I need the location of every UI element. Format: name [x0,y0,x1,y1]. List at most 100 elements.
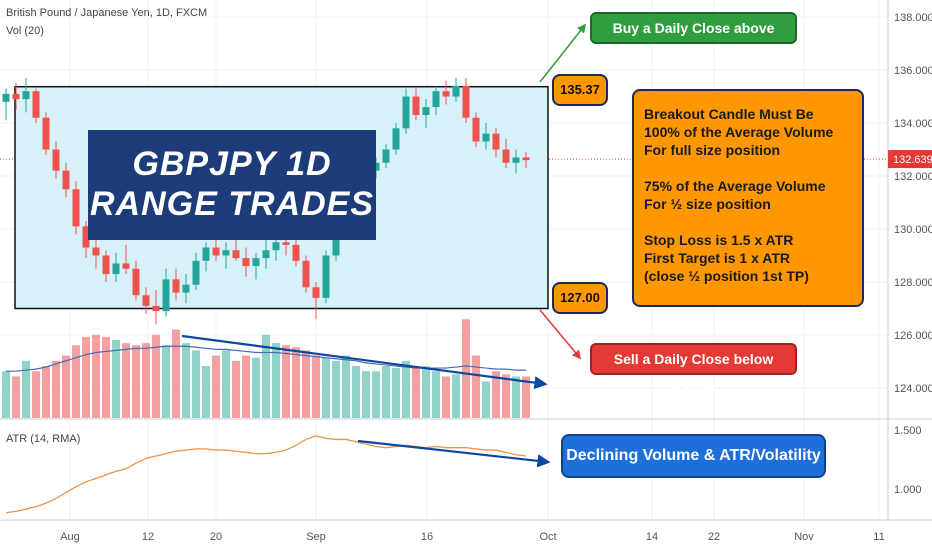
candle-body [432,91,440,108]
candle-body [512,157,520,163]
volume-bar [292,347,300,418]
candle-body [392,128,400,150]
price-tick-label: 130.000 [894,224,932,236]
volume-bar [272,343,280,418]
rules-line: 100% of the Average Volume [644,124,834,140]
range-trades-title: GBPJPY 1D RANGE TRADES [88,130,376,240]
price-candles [2,77,530,325]
volume-bar [232,360,240,418]
volume-ma-line [6,345,526,372]
trade-rules-note: Breakout Candle Must Be 100% of the Aver… [632,89,864,307]
atr-trend-arrow [357,439,551,468]
volume-bar [362,371,370,418]
candle-body [462,85,470,118]
candle-body [522,157,530,161]
volume-bar [152,334,160,418]
declining-volatility-label: Declining Volume & ATR/Volatility [561,434,826,478]
candle-body [382,149,390,163]
volume-bars [2,319,530,418]
time-tick-label: 11 [873,531,884,543]
candle-body [262,250,270,259]
candle-body [2,93,10,102]
volume-bar [62,355,70,418]
rules-line: 75% of the Average Volume [644,178,826,194]
candle-body [212,247,220,256]
current-price-tag [888,150,932,169]
time-tick-label: Oct [539,531,556,543]
volume-bar [122,343,130,418]
volume-bar [492,371,500,418]
rules-line: Stop Loss is 1.5 x ATR [644,232,794,248]
title-line-2: RANGE TRADES [89,185,375,223]
volume-bar [192,350,200,418]
volume-bar [502,374,510,418]
candle-body [62,170,70,190]
candle-body [232,250,240,259]
price-tick-label: 136.000 [894,65,932,77]
candle-body [12,93,20,100]
candle-body [182,284,190,293]
time-tick-label: 20 [210,531,222,543]
candle-body [422,107,430,116]
volume-trend-arrow [181,334,548,390]
volume-bar [472,355,480,418]
candle-body [492,133,500,150]
candle-body [412,96,420,116]
candle-body [242,258,250,267]
rules-line: For full size position [644,142,781,158]
symbol-header: British Pound / Japanese Yen, 1D, FXCM [6,7,208,19]
volume-bar [402,360,410,418]
volume-bar [332,360,340,418]
candle-body [202,247,210,261]
volume-bar [312,355,320,418]
candle-body [272,242,280,251]
candle-body [112,263,120,275]
time-tick-label: Nov [794,531,814,543]
candle-body [92,247,100,256]
candle-body [102,255,110,275]
volume-bar [52,360,60,418]
atr-line-layer [5,435,527,514]
annotation-arrows [181,23,587,468]
volume-bar [92,334,100,418]
candle-body [252,258,260,267]
volume-bar [182,343,190,418]
candle-body [122,263,130,269]
sell-arrow [539,309,582,360]
candle-body [482,133,490,142]
volume-bar [102,336,110,418]
volume-bar [482,381,490,418]
volume-bar [352,366,360,418]
volume-bar [42,366,50,418]
volume-bar [322,357,330,418]
volume-bar [382,366,390,418]
time-tick-label: Aug [60,531,80,543]
rules-line: Breakout Candle Must Be [644,106,814,122]
volume-bar [252,357,260,418]
volume-bar [392,368,400,418]
candle-body [52,149,60,171]
volume-bar [112,340,120,418]
current-price-label: 132.639 [893,154,932,166]
time-tick-label: 22 [708,531,720,543]
candle-body [302,260,310,288]
candle-body [442,91,450,97]
candle-body [172,279,180,293]
candle-body [452,85,460,97]
volume-bar [82,336,90,418]
volume-bar [12,376,20,418]
atr-tick-label: 1.500 [894,425,922,437]
price-tick-label: 132.000 [894,171,932,183]
time-tick-label: 12 [142,531,154,543]
volume-bar [462,319,470,418]
time-tick-label: Sep [306,531,326,543]
volume-bar [282,345,290,418]
candle-body [132,268,140,296]
buy-arrow [539,23,587,83]
candle-body [282,242,290,245]
volume-bar [512,376,520,418]
candle-body [72,189,80,227]
volume-bar [372,371,380,418]
rules-line: (close ½ position 1st TP) [644,268,809,284]
